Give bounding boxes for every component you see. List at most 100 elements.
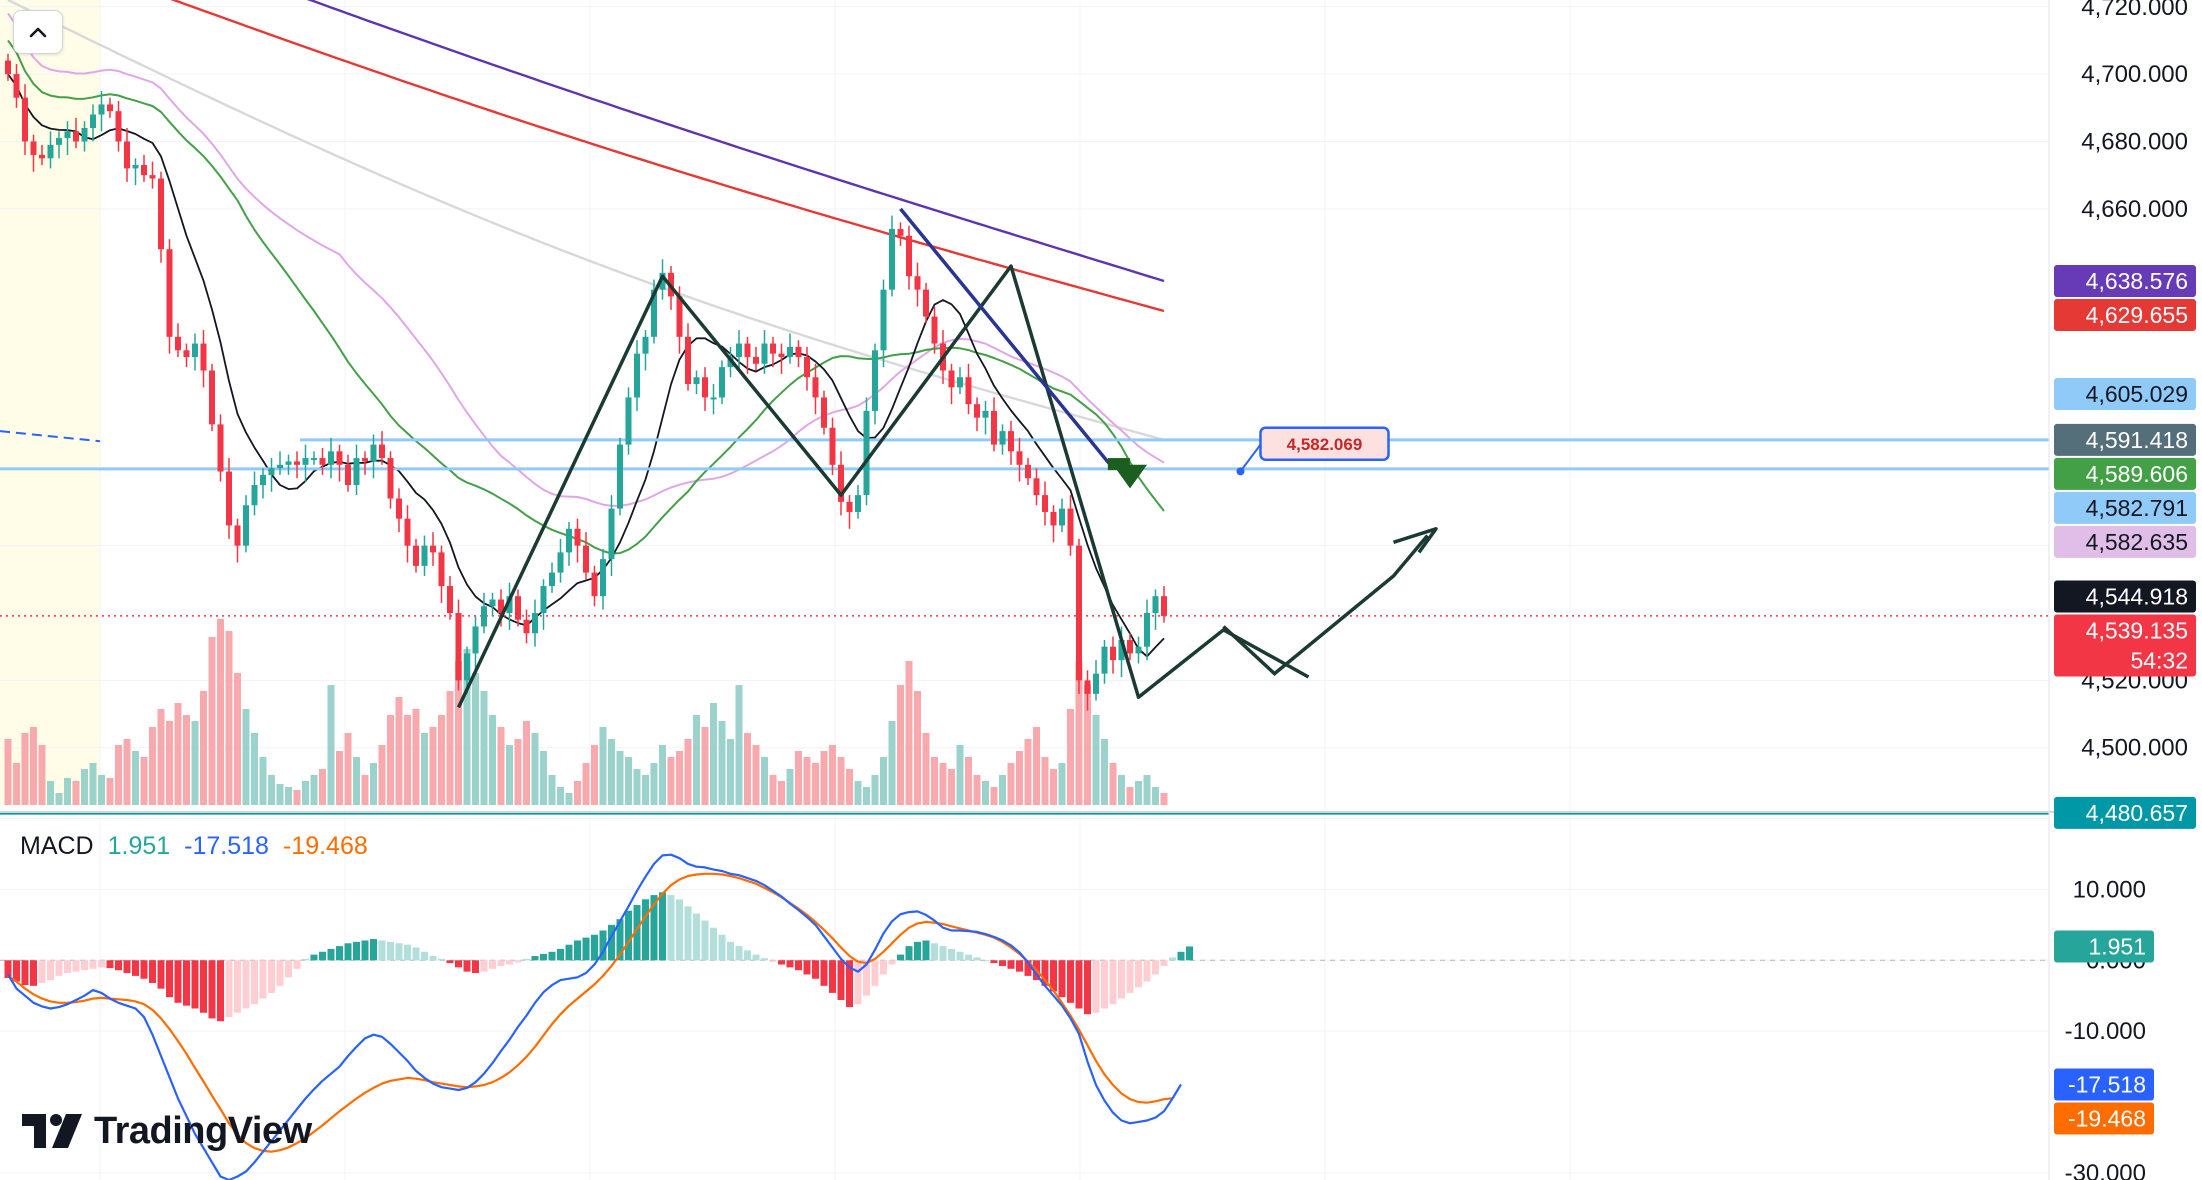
macd-histogram-bar <box>786 960 794 968</box>
down-arrow-stem[interactable] <box>1107 458 1130 471</box>
candle-body <box>64 131 71 139</box>
candle-body <box>744 343 751 358</box>
candle-body <box>1127 639 1133 654</box>
projection-arrowhead[interactable] <box>1392 527 1438 554</box>
macd-histogram-bar <box>1152 960 1159 975</box>
macd-histogram-bar <box>727 941 734 961</box>
volume-bar <box>684 739 692 805</box>
macd-histogram-bar <box>1067 960 1074 1003</box>
candle-body <box>192 343 198 358</box>
macd-histogram-bar <box>837 960 845 1000</box>
volume-bar <box>914 691 921 805</box>
macd-histogram-bar <box>353 941 360 961</box>
macd-badge-bg <box>2054 930 2154 963</box>
macd-histogram-bar <box>395 943 403 961</box>
macd-histogram-bar <box>1016 960 1023 972</box>
volume-bar <box>1075 661 1083 805</box>
volume-bar <box>599 727 607 805</box>
candle-body <box>812 377 819 398</box>
candle-body <box>370 444 377 462</box>
volume-bar <box>353 757 360 805</box>
projection-path[interactable] <box>1222 534 1429 676</box>
candle-body <box>1008 431 1014 452</box>
macd-histogram-bar <box>242 960 250 1009</box>
candle-body <box>13 74 20 98</box>
grid-layer <box>0 0 2049 1180</box>
volume-bar <box>302 781 309 805</box>
candle-body <box>974 404 980 418</box>
macd-histogram-bar <box>684 906 692 961</box>
price-tick-label[interactable]: 4,680.000 <box>2081 128 2188 155</box>
drawing-tools[interactable]: 4,582.069 <box>456 207 1438 709</box>
candle-body <box>47 144 54 159</box>
price-tick-label[interactable]: 4,720.000 <box>2081 0 2188 21</box>
candle-body <box>897 229 904 236</box>
macd-histogram-bar <box>217 960 224 1022</box>
ma-purple-line <box>306 0 1165 283</box>
volume-bar <box>285 787 292 805</box>
candle-body <box>804 357 810 378</box>
volume-bar <box>149 727 156 805</box>
volume-bar <box>922 733 930 805</box>
dashed-level-line[interactable] <box>0 430 101 443</box>
alert-label-text[interactable]: 4,582.069 <box>1287 435 1363 454</box>
candle-body <box>880 289 887 351</box>
volume-bar <box>701 727 709 805</box>
candle-body <box>549 572 555 587</box>
macd-tick-label[interactable]: 10.000 <box>2073 876 2146 903</box>
candle-body <box>268 468 275 475</box>
price-badge-bg <box>2054 264 2196 297</box>
candle-body <box>659 272 666 290</box>
macd-histogram-bar <box>1135 960 1142 988</box>
price-badge-label: 4,638.576 <box>2086 268 2188 294</box>
macd-histogram-bar <box>429 956 437 961</box>
macd-legend[interactable]: MACD 1.951 -17.518 -19.468 <box>20 832 368 861</box>
macd-histogram-bar <box>89 960 97 969</box>
candle-body <box>149 175 156 179</box>
candle-body <box>455 613 462 681</box>
volume-bar <box>47 781 54 805</box>
candle-body <box>957 377 963 388</box>
macd-histogram-bar <box>140 960 148 979</box>
macd-tick-label[interactable]: -10.000 <box>2065 1018 2146 1045</box>
candle-body <box>642 336 649 354</box>
volume-bar <box>421 733 428 805</box>
volume-bar <box>565 793 573 805</box>
down-arrow-marker[interactable] <box>1113 464 1147 489</box>
collapse-button[interactable] <box>13 10 63 54</box>
candle-body <box>846 501 853 512</box>
volume-bar <box>752 745 760 805</box>
zigzag-pattern[interactable] <box>456 264 1310 709</box>
macd-histogram-bar <box>710 927 717 961</box>
candle-body <box>226 471 232 526</box>
macd-histogram-bar <box>1177 951 1185 961</box>
price-tick-label[interactable]: 4,500.000 <box>2081 735 2188 762</box>
price-badge-bg <box>2054 423 2196 456</box>
candle-body <box>1118 639 1125 661</box>
candle-body <box>438 552 445 587</box>
macd-histogram-bar <box>1101 960 1108 1009</box>
candle-body <box>447 586 453 614</box>
tradingview-logo[interactable]: TradingView <box>22 1110 312 1153</box>
macd-histogram-bar <box>956 951 964 961</box>
volume-bar <box>319 769 326 805</box>
volume-bar <box>1007 763 1015 805</box>
macd-histogram-bar <box>744 950 751 961</box>
price-tick-label[interactable]: 4,660.000 <box>2081 196 2188 223</box>
volume-bar <box>81 769 88 805</box>
candle-body <box>260 474 266 486</box>
macd-histogram-bar <box>166 960 173 998</box>
candle-body <box>430 545 436 553</box>
alert-label-box[interactable] <box>1259 426 1390 462</box>
price-badge-bg <box>2054 298 2196 331</box>
volume-bar <box>200 691 207 805</box>
candle-body <box>472 626 479 654</box>
candle-body <box>421 545 428 566</box>
macd-tick-label[interactable]: -30.000 <box>2065 1160 2146 1180</box>
alert-connector[interactable] <box>1239 444 1262 472</box>
candle-body <box>175 336 181 351</box>
price-tick-label[interactable]: 4,700.000 <box>2081 61 2188 88</box>
price-badge-label: 4,544.918 <box>2086 583 2188 609</box>
trendline-down[interactable] <box>899 207 1115 470</box>
